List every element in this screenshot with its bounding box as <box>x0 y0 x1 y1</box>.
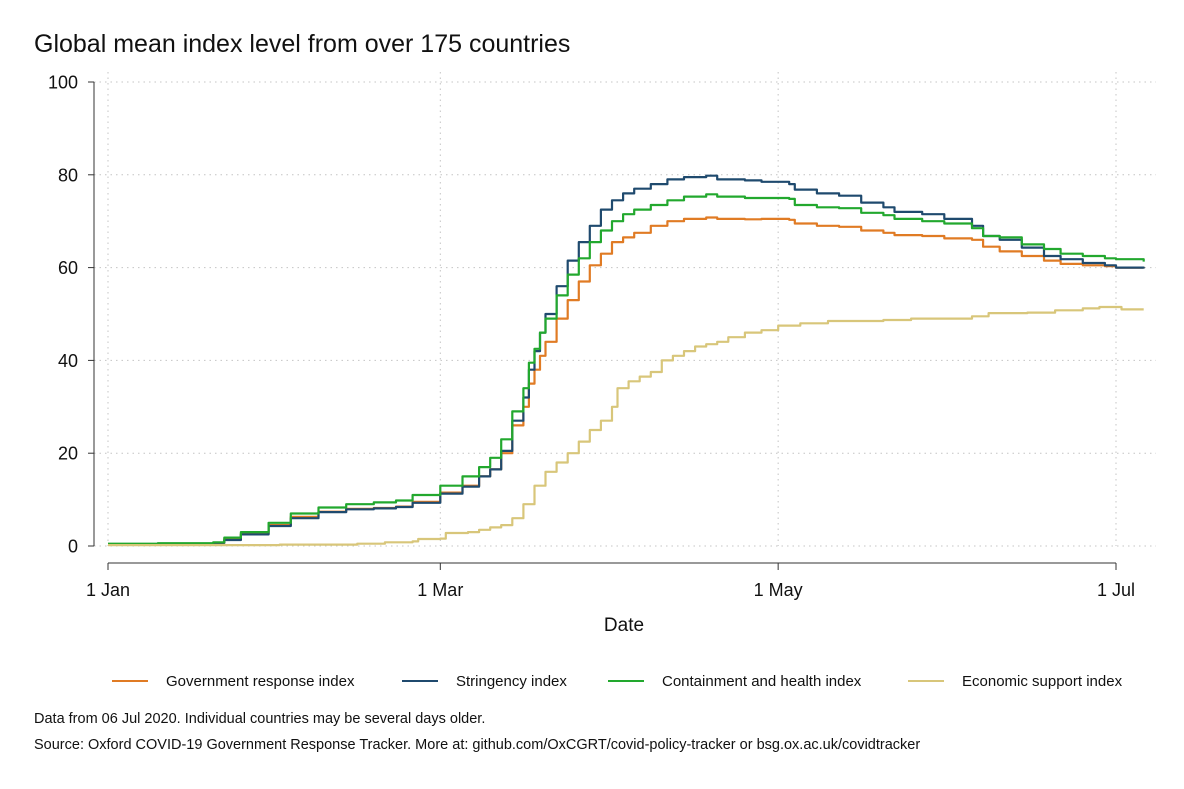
series-line-containment-and-health-index <box>108 193 1145 545</box>
y-tick-label: 60 <box>58 258 78 278</box>
legend-swatch <box>908 680 944 682</box>
x-tick-label: 1 Mar <box>417 580 463 600</box>
legend-item-economic-support-index: Economic support index <box>908 668 1122 694</box>
data-date-note: Data from 06 Jul 2020. Individual countr… <box>34 711 486 727</box>
y-tick-label: 20 <box>58 444 78 464</box>
axes <box>93 82 1116 564</box>
y-axis-ticks: 0 20 40 60 80 100 <box>48 73 94 557</box>
series-line-government-response-index <box>108 216 1145 546</box>
series-line-stringency-index <box>108 174 1145 546</box>
y-tick-label: 0 <box>68 537 78 557</box>
x-tick-label: 1 Jan <box>86 580 130 600</box>
y-tick-label: 100 <box>48 73 78 93</box>
y-tick-label: 80 <box>58 165 78 185</box>
legend-swatch <box>608 680 644 682</box>
y-tick-label: 40 <box>58 351 78 371</box>
legend-label: Government response index <box>166 672 355 690</box>
x-tick-label: 1 May <box>754 580 803 600</box>
legend-label: Economic support index <box>962 672 1123 690</box>
legend-label: Containment and health index <box>662 672 862 690</box>
legend-swatch <box>402 680 438 682</box>
legend-item-stringency-index: Stringency index <box>402 668 567 694</box>
grid-lines <box>94 72 1156 547</box>
legend: Government response index Stringency inde… <box>0 668 1184 694</box>
legend-label: Stringency index <box>456 672 567 690</box>
legend-item-containment-and-health-index: Containment and health index <box>608 668 861 694</box>
x-axis-ticks: 1 Jan 1 Mar 1 May 1 Jul <box>86 563 1135 600</box>
series-lines <box>108 174 1145 547</box>
x-axis-title: Date <box>604 615 644 636</box>
chart-title: Global mean index level from over 175 co… <box>34 30 571 58</box>
source-note: Source: Oxford COVID-19 Government Respo… <box>34 737 921 753</box>
series-line-economic-support-index <box>108 305 1144 547</box>
legend-swatch <box>112 680 148 682</box>
x-tick-label: 1 Jul <box>1097 580 1135 600</box>
legend-item-government-response-index: Government response index <box>112 668 354 694</box>
